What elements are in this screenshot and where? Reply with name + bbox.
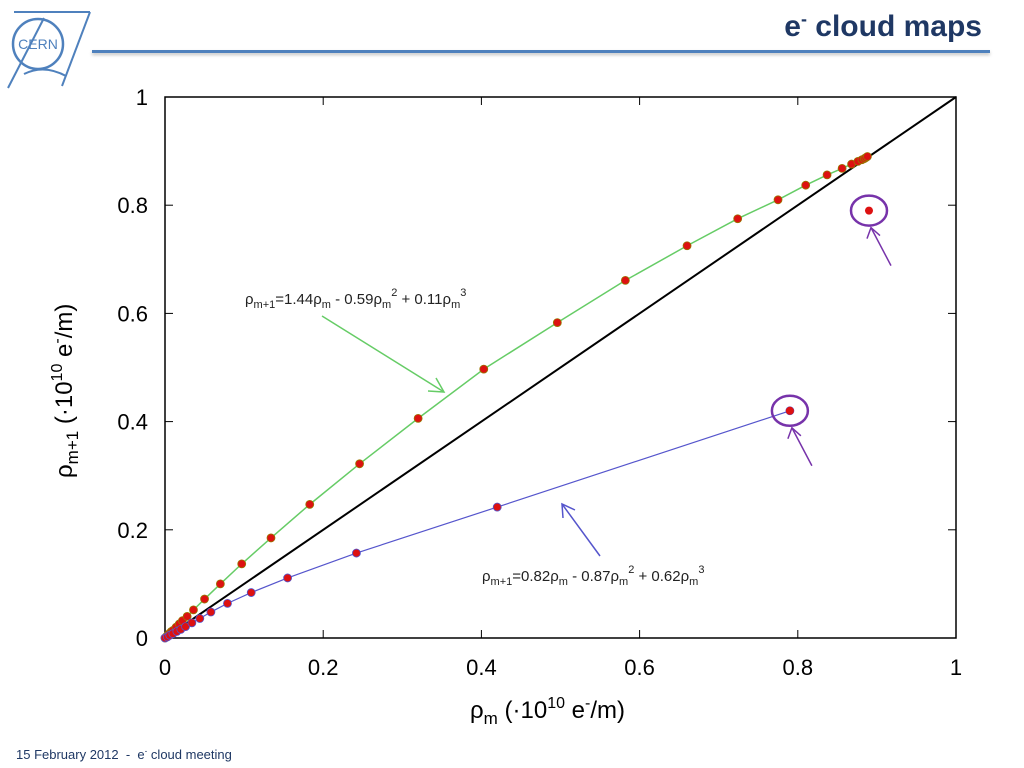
x-tick-label: 0.8 — [783, 655, 814, 680]
blue-fit-equation: ρm+1=0.82ρm - 0.87ρm2 + 0.62ρm3 — [482, 564, 704, 588]
green-data-point — [620, 275, 630, 285]
green-data-point — [822, 170, 832, 180]
green-data-point — [200, 594, 209, 604]
blue-data-point — [187, 618, 197, 628]
green-annotation-arrow — [321, 315, 446, 393]
outlier-point — [785, 406, 794, 415]
green-data-point — [266, 533, 276, 543]
green-data-point — [237, 559, 247, 569]
y-tick-label: 1 — [136, 85, 148, 110]
diagonal-line — [164, 96, 957, 639]
y-axis-label: ρm+1 (·1010 e-/m) — [49, 304, 82, 478]
blue-annotation-arrow — [561, 502, 601, 557]
slide-title: e- cloud maps — [784, 9, 982, 43]
x-tick-label: 0 — [159, 655, 171, 680]
green-data-point — [189, 605, 198, 615]
y-tick-label: 0 — [136, 626, 148, 651]
green-data-point — [552, 318, 562, 327]
y-tick-label: 0.6 — [117, 301, 148, 326]
blue-data-point — [181, 622, 190, 632]
blue-data-point — [246, 588, 256, 597]
x-tick-label: 0.6 — [624, 655, 655, 680]
x-tick-label: 0.2 — [308, 655, 339, 680]
blue-data-point — [283, 573, 293, 583]
outlier-point — [864, 206, 873, 215]
blue-data-point — [206, 607, 216, 617]
outlier-circle — [849, 194, 889, 227]
outlier-markers — [770, 194, 892, 467]
logo-text: CERN — [18, 36, 58, 52]
data-points — [160, 152, 872, 643]
y-tick-label: 0.8 — [117, 193, 148, 218]
y-tick-label: 0.4 — [117, 410, 148, 435]
outlier-arrow — [791, 427, 813, 467]
green-data-point — [305, 499, 315, 509]
axis-ticks: 0 0.2 0.4 0.6 0.8 1 0 0.2 0.4 0.6 0.8 1 — [117, 85, 962, 680]
outlier-arrow — [870, 227, 892, 266]
green-data-point — [863, 152, 872, 161]
x-axis-label: ρm (·1010 e-/m) — [470, 695, 625, 728]
green-data-point — [837, 164, 847, 173]
slide-footer: 15 February 2012 - e- cloud meeting — [16, 746, 232, 762]
green-data-point — [413, 413, 423, 423]
y-tick-label: 0.2 — [117, 518, 148, 543]
green-data-point — [801, 180, 811, 190]
green-data-point — [682, 241, 692, 251]
green-data-point — [479, 364, 489, 374]
outlier-arrowhead — [866, 226, 881, 239]
x-tick-label: 1 — [950, 655, 962, 680]
outlier-circle — [770, 394, 810, 428]
green-data-point — [733, 214, 743, 224]
blue-data-point — [352, 548, 361, 558]
title-rule — [92, 50, 990, 53]
cern-logo: CERN — [7, 11, 91, 89]
x-tick-label: 0.4 — [466, 655, 497, 680]
green-data-point — [182, 611, 192, 621]
green-data-point — [355, 459, 364, 469]
blue-data-point — [492, 502, 502, 512]
green-data-point — [773, 195, 783, 205]
blue-data-point — [195, 614, 205, 623]
outlier-arrowhead — [787, 426, 802, 440]
green-fit-equation: ρm+1=1.44ρm - 0.59ρm2 + 0.11ρm3 — [245, 287, 466, 311]
blue-data-point — [223, 598, 232, 608]
green-data-point — [215, 579, 225, 589]
